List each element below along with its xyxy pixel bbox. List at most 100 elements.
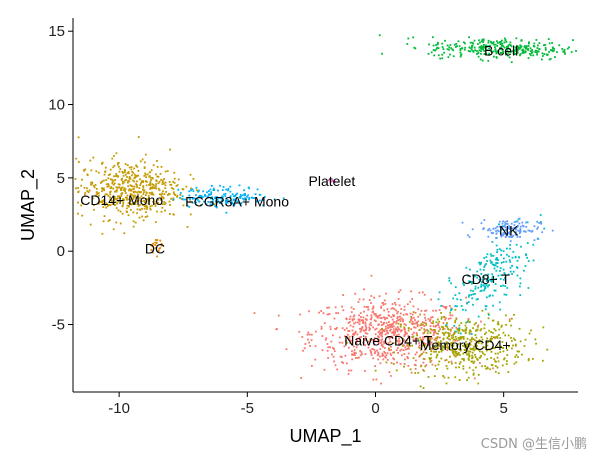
data-point [484, 365, 487, 368]
data-point [107, 183, 110, 186]
data-point [132, 190, 135, 193]
data-point [438, 291, 441, 294]
data-point [519, 54, 521, 57]
data-point [482, 39, 485, 42]
data-point [454, 339, 457, 342]
data-point [388, 314, 391, 317]
data-point [307, 331, 310, 334]
data-point [538, 42, 541, 44]
data-point [509, 240, 512, 243]
data-point [101, 190, 103, 193]
data-point [370, 314, 373, 317]
data-point [429, 331, 432, 334]
data-point [414, 367, 417, 370]
data-point [365, 326, 368, 329]
data-point [364, 335, 367, 338]
data-point [154, 221, 157, 224]
data-point [400, 330, 402, 333]
data-point [332, 180, 334, 183]
data-point [239, 203, 242, 206]
data-point [413, 331, 415, 334]
data-point [377, 358, 380, 361]
data-point [524, 50, 527, 53]
data-point [506, 231, 509, 234]
data-point [508, 43, 511, 46]
data-point [502, 350, 505, 353]
data-point [149, 182, 151, 185]
data-point [474, 347, 477, 350]
data-point [219, 184, 221, 187]
data-point [488, 284, 490, 287]
data-point [436, 346, 439, 349]
data-point [441, 53, 444, 56]
data-point [75, 157, 78, 160]
data-point [490, 279, 493, 282]
data-point [476, 50, 478, 52]
data-point [358, 318, 361, 321]
data-point [258, 199, 261, 202]
data-point [364, 353, 367, 356]
data-point [423, 342, 426, 345]
data-point [435, 309, 437, 312]
data-point [364, 332, 367, 334]
data-point [503, 272, 506, 274]
data-point [117, 195, 119, 198]
data-point [425, 323, 428, 326]
data-point [505, 363, 508, 365]
data-point [115, 175, 117, 177]
data-point [149, 184, 152, 186]
data-point [532, 259, 535, 262]
data-point [519, 225, 522, 228]
data-point [463, 349, 466, 351]
data-point [471, 45, 474, 48]
data-point [376, 316, 379, 319]
data-point [536, 47, 539, 49]
data-point [485, 274, 487, 277]
x-axis-title: UMAP_1 [289, 426, 361, 447]
data-point [418, 329, 421, 331]
data-point [465, 348, 468, 351]
data-point [448, 338, 450, 341]
data-point [363, 288, 365, 291]
data-point [219, 202, 221, 204]
data-point [500, 261, 503, 264]
data-point [520, 45, 523, 48]
data-point [401, 318, 404, 321]
data-point [344, 335, 346, 338]
data-point [379, 314, 382, 316]
data-point [482, 268, 485, 271]
data-point [142, 185, 145, 188]
data-point [511, 347, 513, 350]
data-point [457, 336, 460, 339]
data-point [452, 350, 455, 353]
data-point [504, 229, 507, 232]
data-point [480, 47, 482, 50]
data-point [472, 369, 475, 372]
data-point [459, 361, 462, 364]
data-point [490, 49, 493, 52]
data-point [501, 364, 504, 367]
data-point [169, 212, 171, 215]
data-point [233, 195, 236, 198]
data-point [487, 229, 489, 232]
data-point [354, 332, 357, 334]
data-point [483, 257, 486, 259]
data-point [481, 59, 484, 62]
data-point [277, 314, 280, 317]
data-point [130, 203, 133, 206]
data-point [207, 200, 210, 203]
data-point [113, 175, 115, 178]
data-point [496, 345, 499, 348]
data-point [503, 225, 506, 227]
data-point [458, 292, 461, 295]
data-point [367, 346, 370, 349]
data-point [100, 180, 103, 183]
data-point [395, 349, 398, 352]
data-point [199, 204, 202, 207]
data-point [242, 194, 244, 197]
data-point [389, 328, 392, 331]
data-point [484, 308, 487, 311]
data-point [452, 353, 455, 356]
data-point [455, 326, 458, 329]
data-point [543, 44, 545, 47]
